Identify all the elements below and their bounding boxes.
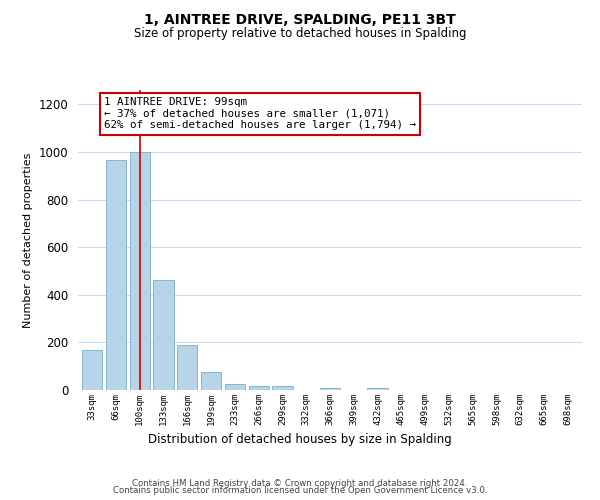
Text: Contains public sector information licensed under the Open Government Licence v3: Contains public sector information licen… bbox=[113, 486, 487, 495]
Text: 1 AINTREE DRIVE: 99sqm
← 37% of detached houses are smaller (1,071)
62% of semi-: 1 AINTREE DRIVE: 99sqm ← 37% of detached… bbox=[104, 97, 416, 130]
Bar bbox=[130, 152, 150, 390]
Bar bbox=[82, 350, 103, 390]
Text: Size of property relative to detached houses in Spalding: Size of property relative to detached ho… bbox=[134, 28, 466, 40]
Bar bbox=[177, 346, 197, 390]
Text: Contains HM Land Registry data © Crown copyright and database right 2024.: Contains HM Land Registry data © Crown c… bbox=[132, 478, 468, 488]
Bar bbox=[201, 372, 221, 390]
Bar bbox=[320, 388, 340, 390]
Text: Distribution of detached houses by size in Spalding: Distribution of detached houses by size … bbox=[148, 432, 452, 446]
Bar bbox=[225, 384, 245, 390]
Bar bbox=[248, 386, 269, 390]
Bar bbox=[272, 386, 293, 390]
Bar bbox=[106, 160, 126, 390]
Y-axis label: Number of detached properties: Number of detached properties bbox=[23, 152, 33, 328]
Bar bbox=[367, 388, 388, 390]
Bar bbox=[154, 280, 173, 390]
Text: 1, AINTREE DRIVE, SPALDING, PE11 3BT: 1, AINTREE DRIVE, SPALDING, PE11 3BT bbox=[144, 12, 456, 26]
